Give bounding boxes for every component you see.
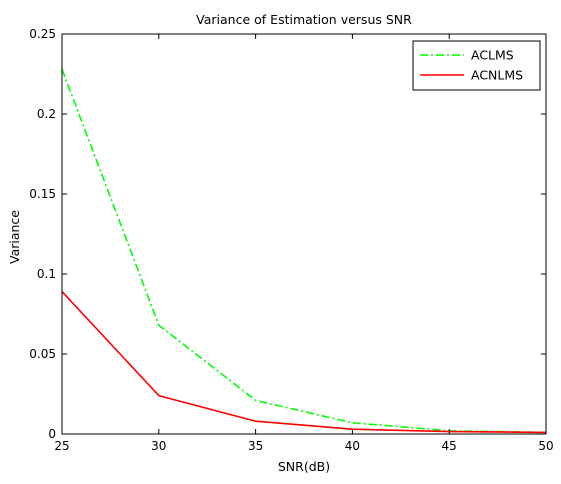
y-tick-label: 0.05 [29,347,56,361]
series-layer [61,68,547,434]
x-tick-label: 35 [248,439,263,453]
y-tick-label: 0.2 [37,107,56,121]
x-tick-label: 50 [538,439,553,453]
legend-label-aclms: ACLMS [471,48,514,63]
x-tick-label: 45 [442,439,457,453]
y-tick-label: 0.25 [29,27,56,41]
plot-area [62,34,546,434]
legend: ACLMS ACNLMS [412,40,541,91]
y-tick-label: 0 [48,427,56,441]
y-tick-label: 0.15 [29,187,56,201]
plot-frame [61,33,547,435]
y-axis-label: Variance [7,210,22,264]
series-line-acnlms [61,291,547,434]
ticks-layer: 25 30 35 40 45 50 0 0.05 0.1 0.15 0.2 0.25 [29,27,553,453]
legend-label-acnlms: ACNLMS [471,68,523,83]
x-tick-label: 25 [54,439,69,453]
y-tick-label: 0.1 [37,267,56,281]
legend-box [412,40,541,91]
x-axis-label: SNR(dB) [278,459,330,474]
x-tick-label: 40 [345,439,360,453]
chart-title: Variance of Estimation versus SNR [196,12,412,27]
x-tick-label: 30 [151,439,166,453]
